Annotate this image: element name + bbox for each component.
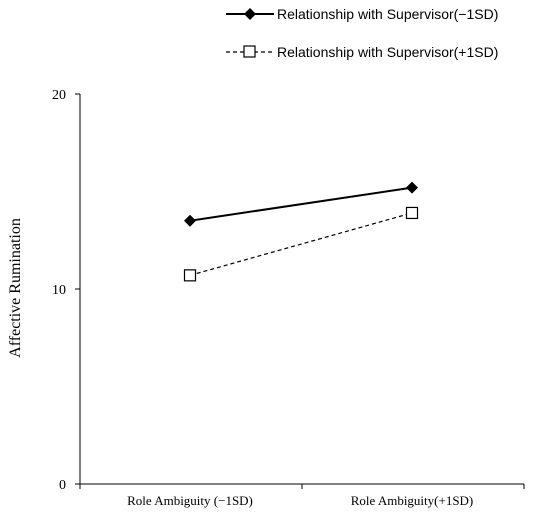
- data-point-series-1: [184, 214, 196, 227]
- x-axis-ticks: Role Ambiguity (−1SD) Role Ambiguity(+1SD…: [79, 484, 525, 508]
- y-axis-title: Affective Rumination: [7, 218, 24, 358]
- y-tick-label: 0: [59, 478, 66, 493]
- legend-label-series-2: Relationship with Supervisor(+1SD): [277, 44, 498, 60]
- y-tick-label: 10: [52, 283, 66, 298]
- legend-entry-series-2: Relationship with Supervisor(+1SD): [226, 44, 498, 60]
- series-layer: [183, 181, 419, 282]
- legend-label-series-1: Relationship with Supervisor(−1SD): [277, 6, 498, 22]
- legend-marker-series-1: [244, 8, 256, 20]
- x-tick-label: Role Ambiguity (−1SD): [127, 493, 253, 508]
- x-tick-label: Role Ambiguity(+1SD): [351, 493, 474, 508]
- legend: Relationship with Supervisor(−1SD) Relat…: [226, 6, 498, 60]
- axes: [79, 94, 524, 485]
- series-line-2: [189, 212, 413, 276]
- legend-entry-series-1: Relationship with Supervisor(−1SD): [226, 6, 498, 22]
- data-point-series-2: [183, 269, 197, 282]
- data-point-series-2: [405, 206, 419, 220]
- y-axis-ticks: 0 10 20: [52, 88, 80, 493]
- data-point-series-1: [406, 181, 418, 194]
- series-line-1: [189, 186, 413, 222]
- y-tick-label: 20: [52, 88, 66, 103]
- legend-marker-series-2: [243, 45, 256, 58]
